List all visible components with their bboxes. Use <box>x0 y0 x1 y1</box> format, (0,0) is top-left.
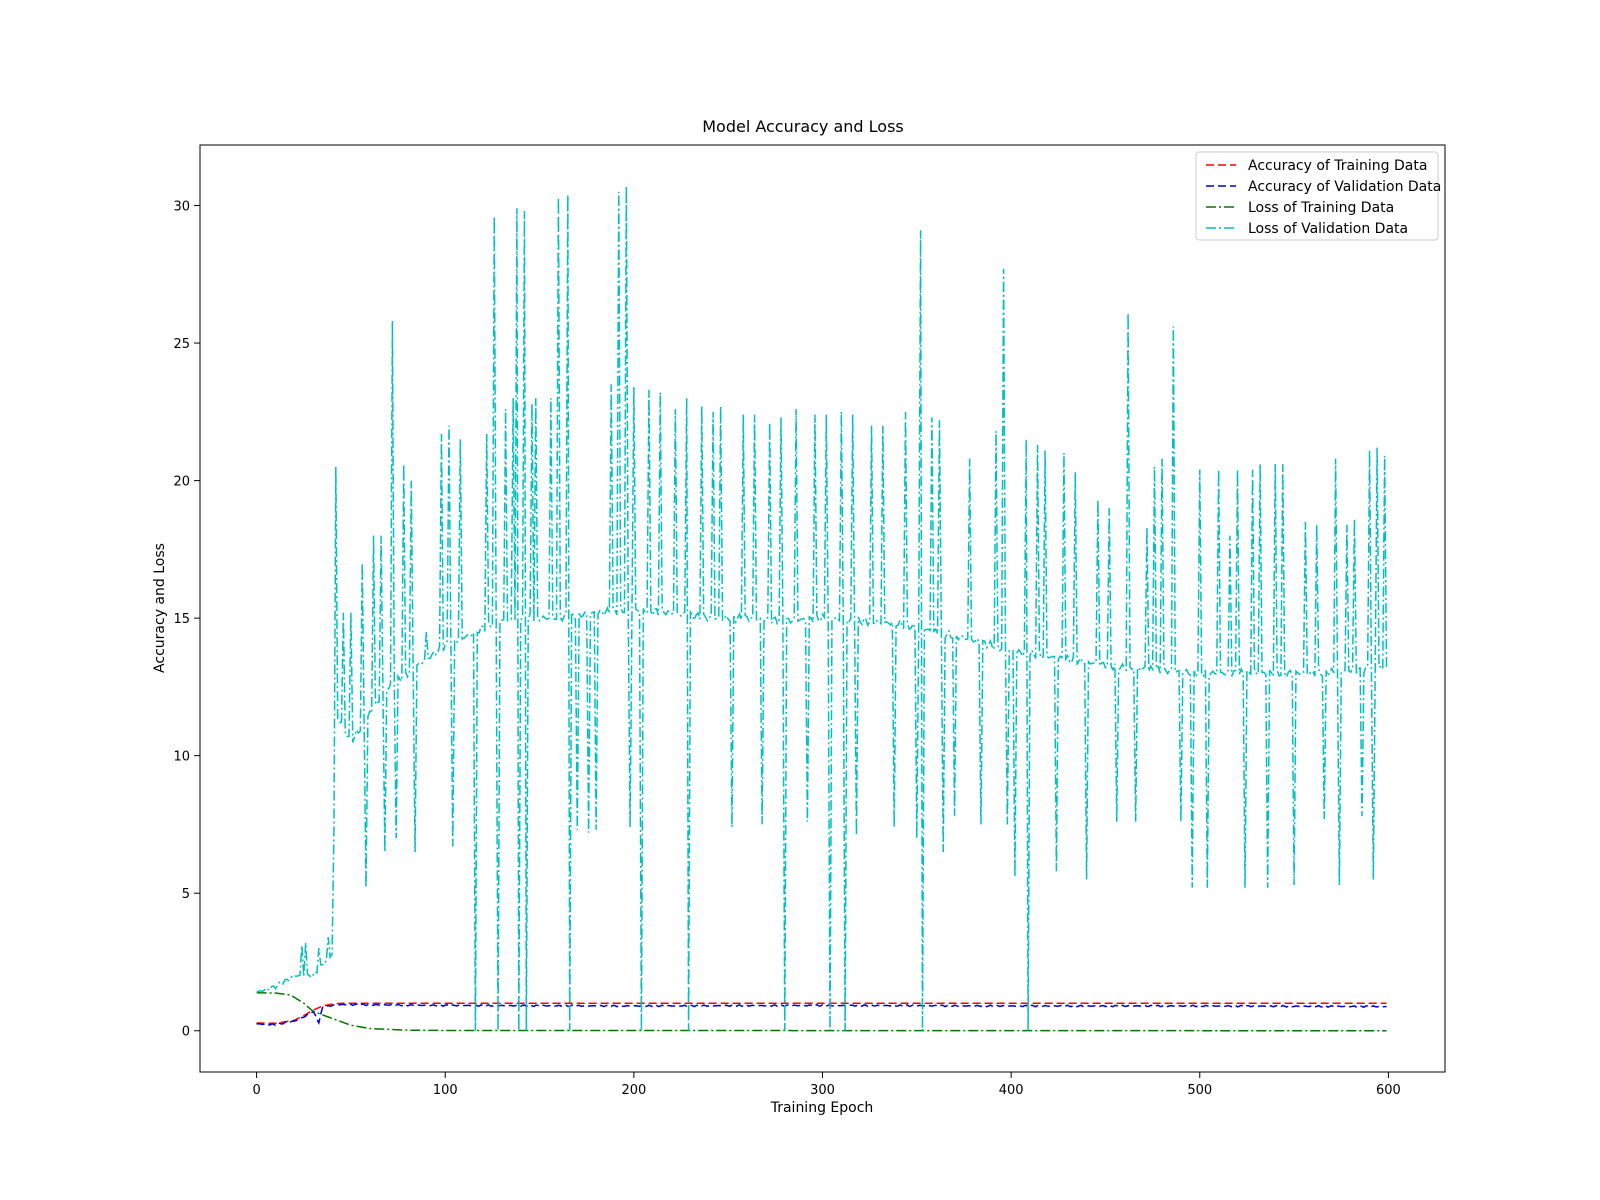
series-layer <box>256 186 1388 1032</box>
x-tick-label: 200 <box>621 1083 646 1098</box>
y-axis: 0 5 10 15 20 25 30 <box>173 200 200 1040</box>
x-tick-label: 600 <box>1376 1083 1401 1098</box>
x-tick-label: 500 <box>1187 1083 1212 1098</box>
chart-title: Model Accuracy and Loss <box>702 117 904 136</box>
legend: Accuracy of Training Data Accuracy of Val… <box>1195 151 1441 241</box>
legend-box <box>1195 151 1439 241</box>
x-axis: 0 100 200 300 400 500 600 <box>252 1072 1401 1098</box>
legend-label: Accuracy of Training Data <box>1248 158 1427 174</box>
y-axis-label: Accuracy and Loss <box>152 543 168 673</box>
legend-label: Loss of Validation Data <box>1248 221 1408 237</box>
x-tick-label: 100 <box>433 1083 458 1098</box>
y-tick-label: 25 <box>173 337 190 352</box>
x-tick-label: 300 <box>810 1083 835 1098</box>
legend-label: Accuracy of Validation Data <box>1248 179 1441 195</box>
series-line-4 <box>256 186 1388 1031</box>
y-tick-label: 0 <box>182 1025 190 1040</box>
series-line-3 <box>256 992 1387 1032</box>
x-tick-label: 0 <box>252 1083 260 1098</box>
series-line-2 <box>256 1003 1387 1027</box>
y-tick-label: 10 <box>173 750 190 765</box>
y-tick-label: 30 <box>173 200 190 215</box>
x-tick-label: 400 <box>999 1083 1024 1098</box>
legend-label: Loss of Training Data <box>1248 200 1394 216</box>
y-tick-label: 20 <box>173 475 190 490</box>
y-tick-label: 15 <box>173 612 190 627</box>
y-tick-label: 5 <box>182 887 190 902</box>
x-axis-label: Training Epoch <box>770 1100 874 1116</box>
series-line-1 <box>256 1002 1387 1025</box>
